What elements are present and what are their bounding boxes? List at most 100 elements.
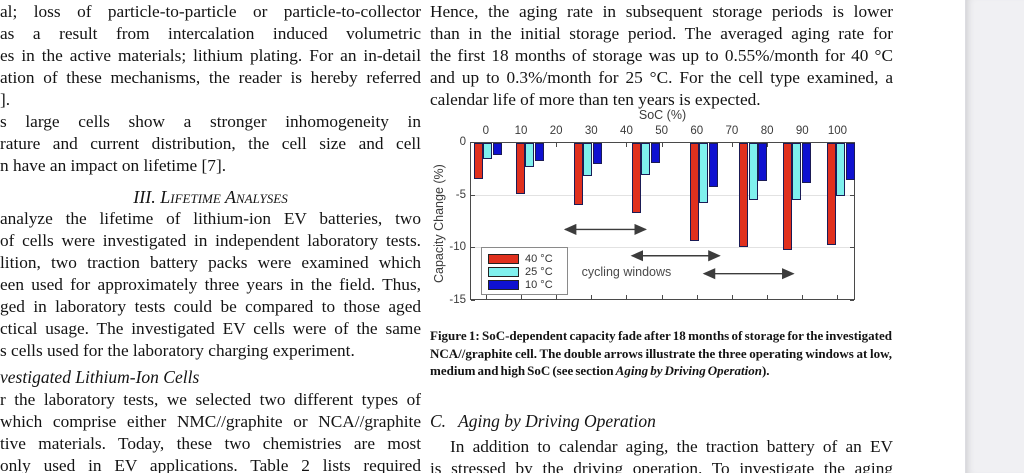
y-tick-label: -5 xyxy=(455,188,466,201)
bar-40C xyxy=(826,143,836,246)
figure1-caption: Figure 1: SoC-dependent capacity fade af… xyxy=(430,327,892,380)
paragraph: analyze the lifetime of lithium-ion EV b… xyxy=(0,208,421,362)
section-c-heading: C. Aging by Driving Operation xyxy=(430,410,893,432)
text-line: of cells were investigated in independen… xyxy=(0,231,421,250)
x-tick-label: 30 xyxy=(584,125,598,137)
gridline xyxy=(471,194,854,196)
x-tick xyxy=(767,143,769,147)
text-line: n have an impact on lifetime [7]. xyxy=(0,156,227,175)
text-line: ]. xyxy=(0,90,11,109)
text-line: lition, two traction battery packs were … xyxy=(0,253,421,272)
bar-10C xyxy=(801,143,811,184)
x-tick-label: 10 xyxy=(514,125,528,137)
text-line: only used in EV applications. Table 2 li… xyxy=(0,456,421,473)
x-tick xyxy=(731,295,733,299)
section-c-title: Aging by Driving Operation xyxy=(458,411,656,431)
bar-10C xyxy=(845,143,855,180)
y-tick-label: -15 xyxy=(449,294,466,306)
page-margin xyxy=(965,0,1024,473)
bar-25C xyxy=(641,143,651,175)
bar-40C xyxy=(631,143,641,213)
bar-40C xyxy=(573,143,583,206)
legend-row: 25 °C xyxy=(488,265,561,278)
bar-10C xyxy=(534,143,544,161)
bar-10C xyxy=(492,143,502,155)
text-line: een used for approximately three years i… xyxy=(0,275,421,294)
x-tick xyxy=(661,295,663,299)
section-heading-lifetime-analyses: III. Lifetime Analyses xyxy=(133,187,288,207)
x-tick-label: 40 xyxy=(620,125,633,137)
bar-10C xyxy=(650,143,660,164)
x-tick-label: 20 xyxy=(549,125,563,137)
text-line: rature and current distribution, the cel… xyxy=(0,134,421,153)
y-tick xyxy=(850,194,854,196)
x-tick xyxy=(626,295,628,299)
legend-label: 25 °C xyxy=(525,265,553,278)
y-tick xyxy=(850,247,854,249)
paragraph: s large cells show a stronger inhomogene… xyxy=(0,111,421,177)
bar-25C xyxy=(748,143,758,200)
x-tick-label: 60 xyxy=(690,125,704,137)
x-tick xyxy=(485,295,487,299)
text-line: as a result from intercalation induced v… xyxy=(0,24,421,43)
y-tick xyxy=(471,194,475,196)
y-tick xyxy=(471,142,475,143)
x-tick-label: 70 xyxy=(725,125,739,137)
bar-25C xyxy=(583,143,593,176)
legend-swatch-10C xyxy=(488,280,519,291)
bar-40C xyxy=(473,143,483,179)
paragraph: r the laboratory tests, we selected two … xyxy=(0,389,421,473)
x-tick-label: 0 xyxy=(482,125,490,137)
text-line: the first 18 months of storage was up to… xyxy=(430,46,893,65)
subsection-heading-investigated-cells: vestigated Lithium-Ion Cells xyxy=(0,367,200,387)
text-line: r the laboratory tests, we selected two … xyxy=(0,390,421,409)
y-axis-title: Capacity Change (%) xyxy=(432,164,446,283)
x-tick xyxy=(731,143,733,147)
x-tick-label: 100 xyxy=(827,125,847,137)
bar-25C xyxy=(836,143,846,196)
bar-25C xyxy=(792,143,802,200)
text-line: tive materials. Today, these two chemist… xyxy=(0,434,421,453)
x-tick xyxy=(767,295,769,299)
x-tick-label: 90 xyxy=(795,125,809,137)
text-line: s large cells show a stronger inhomogene… xyxy=(0,112,421,131)
y-tick xyxy=(850,300,854,301)
text-line: which comprise either NMC//graphite or N… xyxy=(0,412,421,431)
bar-40C xyxy=(739,143,749,248)
legend-label: 40 °C xyxy=(525,252,553,265)
legend-label: 10 °C xyxy=(525,279,553,292)
text-line: s cells used for the laboratory charging… xyxy=(0,341,355,360)
paragraph: In addition to calendar aging, the tract… xyxy=(430,436,893,473)
x-tick xyxy=(556,295,558,299)
bar-25C xyxy=(525,143,535,168)
text-line: es in the active materials; lithium plat… xyxy=(0,46,421,65)
bar-25C xyxy=(699,143,709,204)
x-tick xyxy=(696,295,698,299)
y-tick xyxy=(471,300,475,301)
x-axis-title: SoC (%) xyxy=(638,108,687,122)
x-tick-label: 80 xyxy=(760,125,774,137)
text-line: Hence, the aging rate in subsequent stor… xyxy=(430,2,893,21)
caption-text: Figure 1: SoC-dependent capacity fade af… xyxy=(430,328,892,378)
bar-10C xyxy=(758,143,768,181)
y-tick-label: 0 xyxy=(459,136,466,148)
x-tick xyxy=(591,295,593,299)
y-tick xyxy=(471,247,475,249)
bar-10C xyxy=(592,143,602,165)
y-tick-label: -10 xyxy=(449,241,466,254)
x-tick xyxy=(802,295,804,299)
bar-40C xyxy=(515,143,525,194)
x-tick xyxy=(626,143,628,147)
legend-row: 10 °C xyxy=(488,279,561,292)
x-tick xyxy=(520,295,522,299)
text-line: In addition to calendar aging, the tract… xyxy=(450,437,893,456)
cycling-windows-label: cycling windows xyxy=(581,264,672,279)
caption-italic-reference: Aging by Driving Operation xyxy=(615,363,762,378)
text-line: is stressed by the driving operation. To… xyxy=(430,459,893,473)
gridline xyxy=(471,247,854,249)
figure1-chart: 0 10 20 30 40 50 60 70 80 90 100 0 -5 -10 -15 SoC (%) Ca… xyxy=(430,108,875,311)
chart-legend: 40 °C 25 °C 10 °C xyxy=(481,247,568,295)
paragraph: al; loss of particle-to-particle or part… xyxy=(0,1,421,111)
x-tick-label: 50 xyxy=(655,125,669,137)
